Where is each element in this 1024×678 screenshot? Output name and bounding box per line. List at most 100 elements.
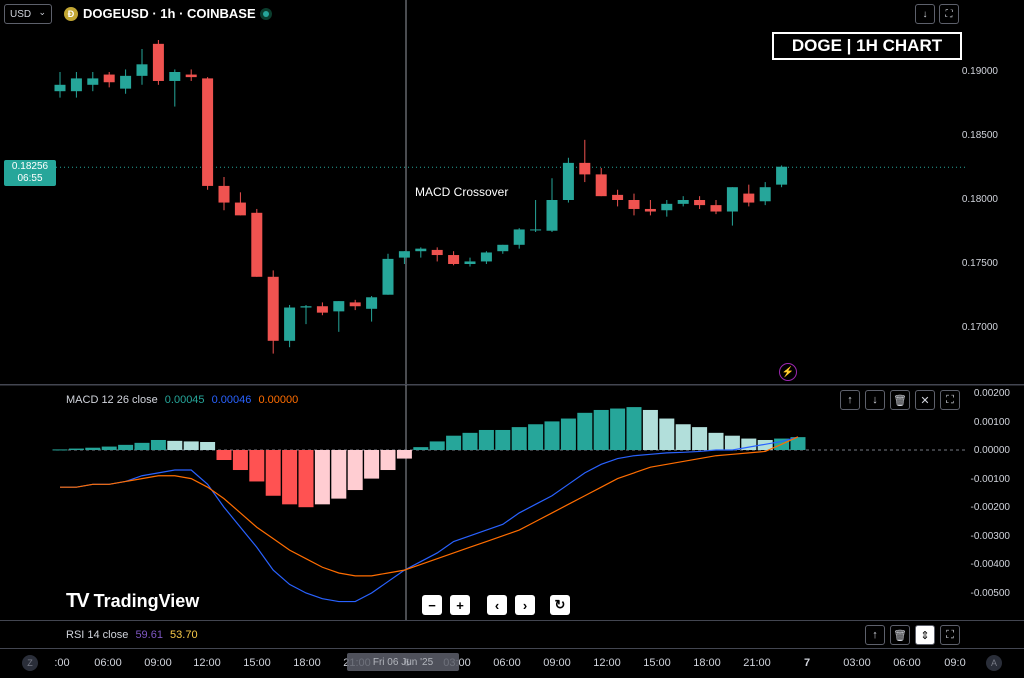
macd-axis-label: -0.00200 <box>970 502 1010 513</box>
time-axis-label: 09:0 <box>944 657 966 669</box>
scroll-left-button[interactable]: ‹ <box>487 595 507 615</box>
candle-body <box>759 187 771 202</box>
macd-axis-label: -0.00100 <box>970 474 1010 485</box>
macd-histogram-bar <box>134 442 150 450</box>
macd-signal-value: 0.00000 <box>258 394 299 406</box>
macd-legend-label: MACD 12 26 close <box>66 394 158 406</box>
candle-body <box>70 78 82 92</box>
delete-icon[interactable]: 🗑 <box>890 625 910 645</box>
candle-body <box>628 200 640 209</box>
candle-body <box>333 301 345 312</box>
bar-countdown: 06:55 <box>17 173 43 184</box>
macd-histogram-bar <box>249 450 265 482</box>
price-chart[interactable] <box>0 0 1024 384</box>
zoom-out-button[interactable]: − <box>422 595 442 615</box>
reset-chart-button[interactable]: ↻ <box>550 595 570 615</box>
move-up-icon[interactable]: ↑ <box>865 625 885 645</box>
expand-pane-icon[interactable]: ⇕ <box>915 625 935 645</box>
candle-body <box>612 194 624 200</box>
macd-histogram-bar <box>101 446 117 450</box>
time-axis-label: 15:00 <box>643 657 671 669</box>
macd-histogram-bar <box>446 435 462 450</box>
move-down-icon[interactable]: ↓ <box>865 390 885 410</box>
macd-histogram-bar <box>183 441 199 450</box>
macd-histogram-bar <box>577 412 593 450</box>
macd-line-value: 0.00046 <box>211 394 252 406</box>
macd-histogram-bar <box>167 440 183 450</box>
macd-histogram-bar <box>85 447 101 450</box>
symbol-title[interactable]: DOGEUSD · 1h · COINBASE <box>83 6 256 21</box>
rsi-legend[interactable]: RSI 14 close 59.61 53.70 <box>66 629 198 641</box>
macd-histogram-bar <box>478 429 494 450</box>
candle-body <box>202 78 214 186</box>
candle-body <box>54 84 66 92</box>
scroll-right-button[interactable]: › <box>515 595 535 615</box>
time-axis-label: :00 <box>54 657 70 669</box>
candle-body <box>415 248 427 252</box>
macd-histogram-bar <box>331 450 347 499</box>
timezone-icon[interactable]: Z <box>22 655 38 671</box>
candle-body <box>284 307 296 341</box>
candle-body <box>136 64 148 76</box>
maximize-pane-icon[interactable]: ⛶ <box>940 625 960 645</box>
macd-legend[interactable]: MACD 12 26 close 0.00045 0.00046 0.00000 <box>66 394 298 406</box>
macd-axis-label: 0.00100 <box>973 417 1010 428</box>
macd-line <box>60 436 799 603</box>
maximize-pane-icon[interactable]: ⛶ <box>940 390 960 410</box>
macd-histogram-bar <box>380 450 396 471</box>
candle-body <box>218 185 230 203</box>
tradingview-wordmark: TradingView <box>93 591 200 611</box>
candle-body <box>152 43 164 81</box>
time-axis-label: 18:00 <box>293 657 321 669</box>
macd-histogram-bar <box>790 437 806 450</box>
annotation-text: MACD Crossover <box>415 185 509 199</box>
macd-axis-label: 0.00000 <box>973 445 1010 456</box>
currency-selector[interactable]: USD ⌄ <box>4 4 52 24</box>
macd-histogram-bar <box>265 450 281 496</box>
delete-icon[interactable]: 🗑 <box>890 390 910 410</box>
zoom-in-button[interactable]: + <box>450 595 470 615</box>
move-up-icon[interactable]: ↑ <box>840 390 860 410</box>
signal-line <box>60 436 799 577</box>
market-status-icon[interactable] <box>260 8 272 20</box>
macd-histogram-bar <box>659 418 675 450</box>
auto-scale-icon[interactable]: A <box>986 655 1002 671</box>
candle-body <box>644 208 656 212</box>
rsi-value: 59.61 <box>135 629 163 641</box>
macd-axis-label: -0.00400 <box>970 559 1010 570</box>
macd-histogram-bar <box>298 450 314 508</box>
macd-histogram-bar <box>462 432 478 450</box>
download-icon[interactable]: ↓ <box>915 4 935 24</box>
candle-body <box>562 162 574 200</box>
candle-body <box>382 258 394 295</box>
current-price-badge: 0.18256 06:55 <box>4 160 56 186</box>
candle-body <box>480 252 492 262</box>
candle-body <box>185 74 197 78</box>
collapse-icon[interactable]: ✕ <box>915 390 935 410</box>
price-axis-label: 0.17000 <box>961 322 998 333</box>
candle-body <box>234 202 246 216</box>
macd-histogram-bar <box>692 427 708 450</box>
time-axis-label: 15:00 <box>243 657 271 669</box>
macd-histogram-value: 0.00045 <box>164 394 205 406</box>
candle-body <box>251 212 263 277</box>
macd-chart[interactable] <box>0 385 1024 620</box>
macd-histogram-bar <box>610 408 626 450</box>
chart-title-box: DOGE | 1H CHART <box>772 32 962 60</box>
candle-body <box>497 244 509 252</box>
time-axis-label: 12:00 <box>193 657 221 669</box>
macd-histogram-bar <box>593 409 609 450</box>
candle-body <box>661 203 673 211</box>
macd-histogram-bar <box>150 439 166 450</box>
tradingview-logo: TV TradingView <box>66 590 199 613</box>
candle-body <box>120 75 132 89</box>
macd-histogram-bar <box>413 447 429 450</box>
pane-separator[interactable] <box>0 620 1024 621</box>
macd-histogram-bar <box>757 439 773 450</box>
symbol-logo-icon: Ð <box>64 7 78 21</box>
macd-histogram-bar <box>495 429 511 450</box>
lightning-icon[interactable]: ⚡ <box>779 363 797 381</box>
fullscreen-icon[interactable]: ⛶ <box>939 4 959 24</box>
time-axis-label: 06:00 <box>94 657 122 669</box>
candle-body <box>546 200 558 231</box>
